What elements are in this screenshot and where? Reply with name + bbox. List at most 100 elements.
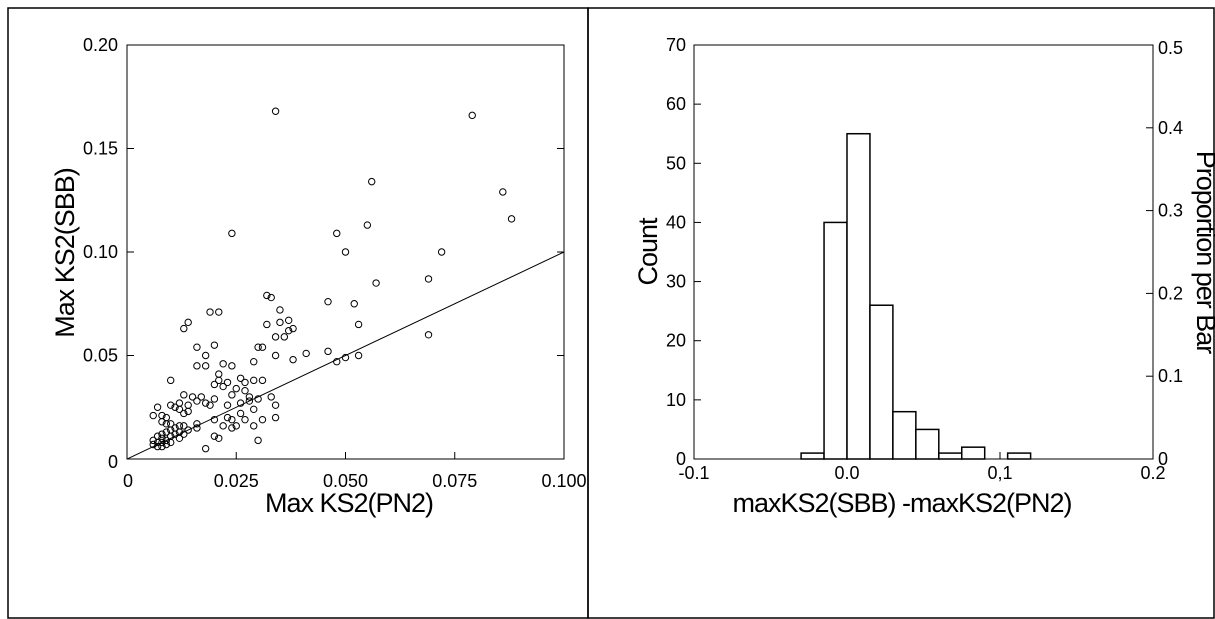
scatter-y-tick-label: 0.10	[83, 242, 118, 262]
scatter-point	[153, 442, 162, 451]
scatter-point	[188, 393, 197, 401]
scatter-point	[215, 434, 223, 442]
scatter-y-axis-label: Max KS2(SBB)	[50, 168, 80, 338]
histogram-bar	[869, 304, 894, 460]
scatter-point	[158, 430, 166, 438]
scatter-point	[158, 434, 166, 442]
scatter-point	[223, 401, 232, 409]
scatter-point	[162, 440, 171, 449]
scatter-point	[254, 436, 262, 445]
scatter-point	[236, 409, 245, 418]
scatter-point	[341, 248, 350, 256]
scatter-point	[180, 391, 188, 399]
scatter-point	[302, 349, 310, 358]
scatter-point	[333, 229, 341, 238]
scatter-point	[276, 318, 284, 327]
scatter-point	[254, 395, 262, 403]
histogram-bar	[846, 132, 871, 460]
scatter-point	[162, 436, 171, 445]
scatter-point	[184, 407, 192, 416]
scatter-point	[210, 432, 219, 440]
histogram-bar	[1006, 452, 1032, 460]
scatter-point	[267, 293, 275, 302]
scatter-point	[284, 316, 293, 325]
scatter-point	[289, 355, 297, 364]
histogram-bar	[915, 428, 940, 460]
scatter-point	[180, 430, 188, 438]
histogram-bar	[938, 452, 963, 460]
scatter-y-tick-label: 0.15	[83, 139, 118, 159]
scatter-point	[354, 320, 363, 329]
scatter-point	[223, 413, 232, 422]
histogram-y-tick-label: 0	[676, 449, 686, 469]
scatter-point	[241, 415, 249, 424]
scatter-point	[162, 420, 171, 428]
histogram-y-tick-label: 20	[666, 331, 686, 351]
scatter-point	[241, 378, 249, 387]
scatter-point	[468, 111, 476, 120]
scatter-point	[201, 399, 210, 407]
histogram-bar	[800, 452, 825, 460]
scatter-point	[201, 362, 210, 370]
scatter-point	[153, 403, 162, 411]
scatter-point	[167, 401, 175, 409]
scatter-point	[219, 382, 227, 391]
scatter-point	[201, 444, 210, 453]
scatter-point	[228, 229, 236, 238]
scatter-point	[184, 401, 192, 409]
reference-line	[126, 251, 565, 460]
scatter-point	[250, 376, 258, 385]
histogram-y-tick-label: 10	[666, 390, 686, 410]
scatter-point	[499, 188, 507, 196]
left-panel-frame	[7, 7, 589, 619]
scatter-point	[193, 397, 201, 405]
scatter-point	[271, 333, 280, 341]
scatter-point	[171, 430, 179, 438]
scatter-point	[271, 413, 280, 422]
scatter-point	[236, 374, 245, 382]
scatter-point	[149, 436, 157, 445]
scatter-point	[228, 391, 236, 399]
scatter-point	[167, 438, 175, 447]
scatter-x-tick-label: 0.025	[214, 471, 259, 491]
scatter-point	[236, 399, 245, 407]
scatter-point	[184, 318, 192, 327]
scatter-point	[210, 415, 219, 424]
scatter-point	[276, 306, 284, 314]
histogram-y2-tick-label: 0.2	[1158, 283, 1183, 303]
scatter-point	[228, 424, 236, 432]
scatter-point	[193, 343, 201, 351]
scatter-point	[215, 308, 223, 316]
scatter-point	[175, 405, 184, 414]
scatter-point	[250, 358, 258, 366]
scatter-point	[245, 393, 254, 401]
scatter-point	[175, 434, 184, 442]
histogram-y2-tick-label: 0.1	[1158, 366, 1183, 386]
scatter-point	[228, 415, 236, 424]
scatter-point	[193, 424, 201, 432]
scatter-point	[241, 386, 249, 395]
scatter-point	[363, 221, 372, 229]
scatter-point	[193, 420, 201, 428]
scatter-point	[210, 380, 219, 389]
scatter-point	[232, 384, 240, 393]
scatter-point	[289, 324, 297, 333]
scatter-point	[250, 422, 258, 430]
scatter-point	[263, 320, 271, 329]
scatter-point	[180, 422, 188, 430]
scatter-point	[245, 397, 254, 405]
scatter-point	[232, 422, 240, 430]
scatter-point	[284, 326, 293, 335]
scatter-point	[354, 351, 363, 360]
scatter-point	[149, 411, 157, 420]
scatter-point	[271, 401, 280, 409]
scatter-point	[223, 378, 232, 387]
scatter-point	[180, 409, 188, 418]
scatter-point	[324, 347, 332, 356]
scatter-point	[258, 376, 267, 385]
histogram-y-axis-label: Count	[633, 217, 663, 286]
scatter-point	[350, 300, 358, 308]
right-panel-frame	[587, 7, 1215, 619]
scatter-point	[258, 415, 267, 424]
scatter-point	[324, 297, 332, 306]
